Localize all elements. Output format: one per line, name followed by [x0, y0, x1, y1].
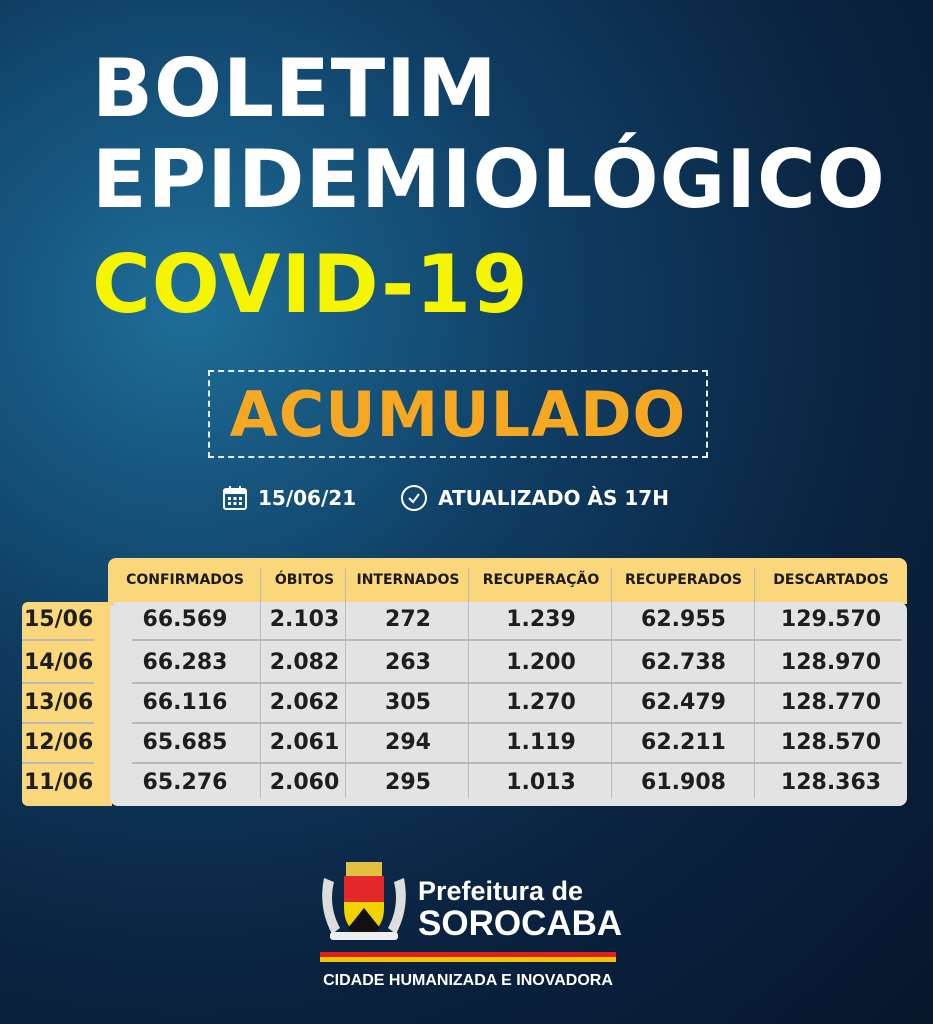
- row-divider: [22, 682, 94, 684]
- slogan: CIDADE HUMANIZADA E INOVADORA: [323, 972, 613, 989]
- row-divider: [22, 639, 94, 641]
- table-cell: 128.363: [780, 770, 882, 795]
- row-divider: [132, 682, 902, 684]
- table-cell: 128.770: [780, 690, 882, 715]
- column-header: INTERNADOS: [356, 572, 460, 588]
- table-cell: 61.908: [641, 770, 726, 795]
- table-cell: 65.276: [142, 770, 228, 795]
- table-cell: 1.119: [506, 730, 576, 755]
- info-row: 15/06/21 ATUALIZADO ÀS 17H: [222, 484, 669, 512]
- column-header: RECUPERADOS: [624, 572, 743, 588]
- table-cell: 2.103: [269, 607, 340, 632]
- table-cell: 305: [385, 690, 431, 715]
- row-date: 13/06: [24, 690, 94, 715]
- table-cell: 2.062: [269, 690, 340, 715]
- table-cell: 1.013: [506, 770, 576, 795]
- title-line-1: BOLETIM: [92, 42, 498, 135]
- calendar-icon: [222, 485, 248, 511]
- table-cell: 1.239: [506, 607, 576, 632]
- table-cell: 128.970: [780, 650, 882, 675]
- table-cell: 62.211: [641, 730, 726, 755]
- column-header: ÓBITOS: [274, 572, 335, 588]
- row-date: 14/06: [24, 650, 94, 675]
- prefeitura-logo-text: Prefeitura de SOROCABA: [418, 876, 622, 942]
- sorocaba-label: SOROCABA: [418, 904, 623, 943]
- title-covid: COVID-19: [92, 238, 529, 331]
- table-cell: 129.570: [780, 607, 882, 632]
- row-divider: [22, 762, 94, 764]
- table-cell: 1.200: [506, 650, 576, 675]
- table-cell: 66.569: [142, 607, 228, 632]
- prefeitura-label: Prefeitura de: [418, 876, 584, 906]
- table-cell: 66.283: [142, 650, 228, 675]
- date-label: 15/06/21: [258, 486, 357, 510]
- row-divider: [132, 762, 902, 764]
- table-cell: 2.061: [269, 730, 340, 755]
- title-line-2: EPIDEMIOLÓGICO: [92, 133, 886, 226]
- table-cell: 66.116: [142, 690, 228, 715]
- table-cell: 263: [385, 650, 431, 675]
- table-cell: 294: [385, 730, 431, 755]
- row-date: 15/06: [24, 607, 94, 632]
- row-date: 12/06: [24, 730, 94, 755]
- row-date: 11/06: [24, 770, 94, 795]
- table-cell: 295: [385, 770, 431, 795]
- date-column: [22, 602, 112, 806]
- clock-icon: [400, 484, 428, 512]
- city-coat-of-arms-logo: [318, 858, 410, 948]
- column-header: DESCARTADOS: [773, 572, 889, 588]
- data-table: CONFIRMADOS ÓBITOS INTERNADOS RECUPERAÇÃO RE…: [22, 558, 907, 806]
- row-divider: [22, 722, 94, 724]
- column-header: CONFIRMADOS: [126, 572, 244, 588]
- table-header: [108, 558, 907, 604]
- flag-stripe: [320, 952, 616, 962]
- updated-label: ATUALIZADO ÀS 17H: [438, 486, 669, 510]
- table-cell: 2.082: [269, 650, 340, 675]
- badge-label: ACUMULADO: [229, 377, 687, 451]
- acumulado-badge: ACUMULADO: [208, 370, 708, 458]
- row-divider: [132, 639, 902, 641]
- row-divider: [132, 722, 902, 724]
- table-cell: 62.955: [641, 607, 726, 632]
- table-cell: 272: [385, 607, 431, 632]
- table-body: [110, 602, 907, 806]
- table-cell: 2.060: [269, 770, 340, 795]
- table-cell: 128.570: [780, 730, 882, 755]
- table-cell: 62.738: [641, 650, 726, 675]
- table-cell: 1.270: [506, 690, 576, 715]
- column-header: RECUPERAÇÃO: [482, 572, 600, 588]
- table-cell: 62.479: [641, 690, 726, 715]
- table-cell: 65.685: [142, 730, 228, 755]
